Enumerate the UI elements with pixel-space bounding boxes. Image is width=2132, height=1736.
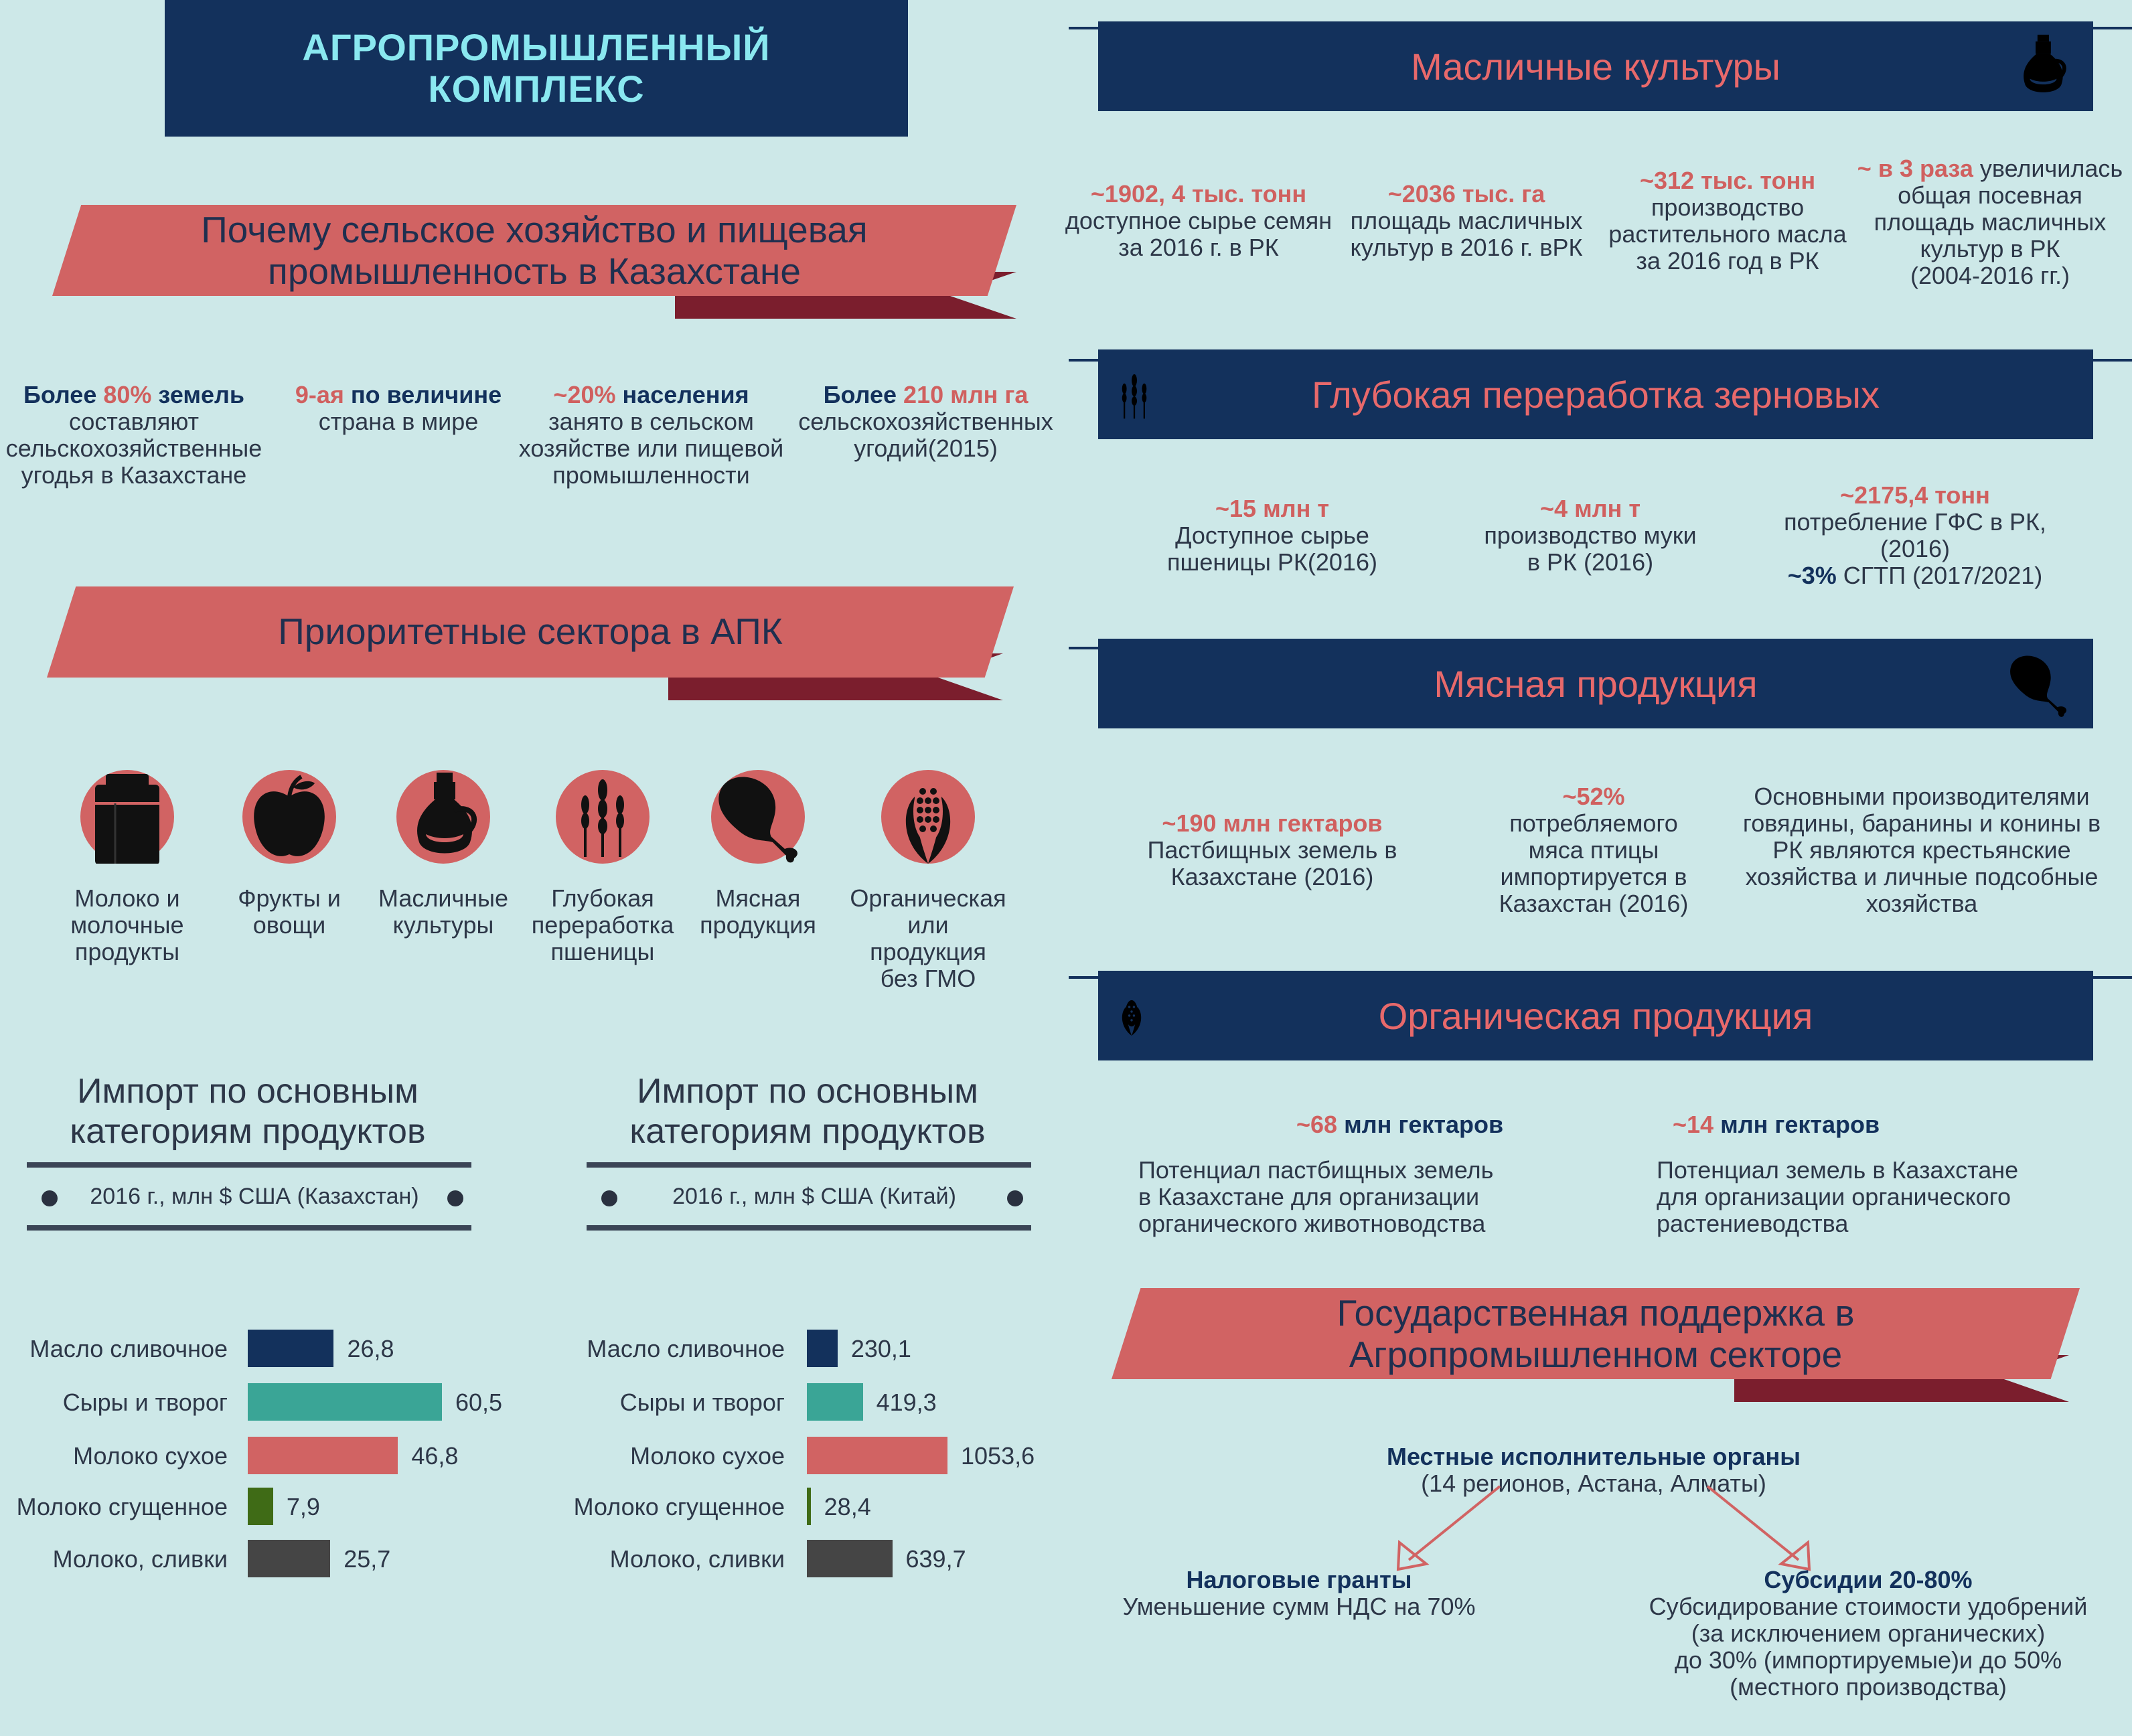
milk-can-icon — [95, 774, 159, 864]
priority-ribbon: Приоритетные сектора в АПК — [47, 586, 1014, 700]
bar-value-label: 26,8 — [347, 1335, 394, 1362]
oil-bar: Масличные культуры — [1098, 21, 2093, 111]
main-title: АГРОПРОМЫШЛЕННЫЙ КОМПЛЕКС — [165, 0, 908, 137]
sector-meat: Мясная продукция — [678, 770, 838, 939]
bar — [807, 1540, 893, 1577]
bar-value-label: 639,7 — [905, 1545, 966, 1573]
bar-category-label: Молоко, сливки — [609, 1545, 785, 1573]
import-chart-kz-rule-top — [27, 1162, 471, 1168]
bar — [807, 1330, 838, 1367]
sector-oilseeds: Масличные культуры — [363, 770, 524, 939]
bullet-dot — [1007, 1190, 1023, 1206]
oil-stat-raw: ~1902, 4 тыс. тонн доступное сырье семян з… — [1065, 180, 1332, 261]
bar-value-label: 60,5 — [455, 1389, 503, 1416]
main-title-line-1: АГРОПРОМЫШЛЕННЫЙ — [302, 26, 771, 68]
import-chart-kz-subtitle: 2016 г., млн $ США (Казахстан) — [90, 1184, 419, 1209]
bar-category-label: Молоко сгущенное — [573, 1493, 785, 1520]
grain-stat-gfs: ~2175,4 тонн потребление ГФС в РК, (2016) … — [1784, 481, 2046, 589]
bar — [248, 1383, 442, 1421]
bar-value-label: 419,3 — [876, 1389, 937, 1416]
bar-value-label: 230,1 — [850, 1335, 911, 1362]
grain-stat-flour: ~4 млн т производство муки в РК (2016) — [1484, 495, 1697, 576]
bar — [807, 1383, 863, 1421]
bar-category-label: Молоко сухое — [73, 1442, 228, 1470]
wheat-icon — [1122, 374, 1147, 419]
main-title-line-2: КОМПЛЕКС — [428, 68, 645, 110]
why-stat-hectares: Более 210 млн га сельскохозяйственных уго… — [798, 381, 1053, 462]
bullet-dot — [447, 1190, 463, 1206]
drumstick-icon — [2010, 655, 2067, 717]
bar-category-label: Сыры и творог — [619, 1389, 785, 1416]
bullet-dot — [601, 1190, 617, 1206]
bar — [248, 1330, 334, 1367]
support-title-line-2: Агропромышленном секторе — [1349, 1334, 1843, 1375]
arrow-right-icon — [1706, 1485, 1811, 1571]
why-title-line-2: промышленность в Казахстане — [268, 250, 801, 292]
bar — [248, 1437, 398, 1474]
sector-wheat: Глубокая переработка пшеницы — [522, 770, 683, 965]
apple-icon — [254, 775, 325, 856]
import-chart-cn-subtitle: 2016 г., млн $ США (Китай) — [672, 1184, 956, 1209]
bar-category-label: Молоко сгущенное — [16, 1493, 228, 1520]
meat-stat-producers: Основными производителями говядины, баран… — [1742, 783, 2101, 917]
import-chart-cn-title: Импорт по основным категориям продуктов — [629, 1072, 986, 1151]
bar — [248, 1488, 273, 1525]
meat-title: Мясная продукция — [1434, 662, 1758, 705]
organic-stat-pasture: ~68 млн гектаров Потенциал пастбищных зе… — [1138, 1111, 1504, 1237]
bar-category-label: Масло сливочное — [587, 1335, 785, 1362]
bar — [807, 1488, 811, 1525]
bar-value-label: 46,8 — [411, 1442, 459, 1470]
organic-bar: Органическая продукция — [1098, 971, 2093, 1060]
bar-value-label: 25,7 — [344, 1545, 391, 1573]
import-chart-kz-rule-bottom — [27, 1225, 471, 1231]
priority-title: Приоритетные сектора в АПК — [278, 611, 783, 652]
support-top: Местные исполнительные органы (14 регион… — [1386, 1443, 1801, 1497]
meat-stat-pasture: ~190 млн гектаров Пастбищных земель в Каза… — [1147, 809, 1397, 890]
sector-fruits: Фрукты и овощи — [209, 770, 370, 939]
why-stat-rank: 9-ая по величине страна в мире — [295, 381, 502, 435]
bar-value-label: 1053,6 — [961, 1442, 1035, 1470]
oil-jug-icon — [417, 773, 477, 854]
support-ribbon: Государственная поддержка в Агропромышле… — [1112, 1288, 2080, 1402]
why-ribbon: Почему сельское хозяйство и пищевая пром… — [52, 205, 1016, 319]
why-stat-land: Более 80% земель составляют сельскохозяйс… — [5, 381, 262, 489]
oil-jug-icon — [2024, 34, 2066, 92]
bar-category-label: Масло сливочное — [29, 1335, 228, 1362]
support-left: Налоговые гранты Уменьшение сумм НДС на … — [1122, 1566, 1476, 1620]
import-chart-cn-rule-top — [587, 1162, 1031, 1168]
drumstick-icon — [718, 777, 797, 863]
support-title-line-1: Государственная поддержка в — [1337, 1292, 1855, 1334]
sector-milk: Молоко и молочные продукты — [47, 770, 208, 965]
bar-value-label: 7,9 — [286, 1493, 320, 1520]
why-title-line-1: Почему сельское хозяйство и пищевая — [201, 209, 868, 250]
grain-bar: Глубокая переработка зерновых — [1098, 349, 2093, 439]
bullet-dot — [42, 1190, 58, 1206]
organic-stat-crops: ~14 млн гектаров Потенциал земель в Каза… — [1657, 1111, 2019, 1237]
bar-category-label: Молоко, сливки — [52, 1545, 228, 1573]
grain-stat-wheat: ~15 млн т Доступное сырье пшеницы РК(2016) — [1167, 495, 1377, 576]
oil-stat-production: ~312 тыс. тонн производство растительного … — [1608, 167, 1847, 274]
meat-bar: Мясная продукция — [1098, 639, 2093, 728]
import-chart-kz-title: Импорт по основным категориям продуктов — [70, 1072, 426, 1151]
bar-value-label: 28,4 — [824, 1493, 871, 1520]
bar-category-label: Сыры и творог — [62, 1389, 228, 1416]
grain-title: Глубокая переработка зерновых — [1312, 373, 1880, 416]
corn-icon — [1122, 1000, 1142, 1036]
wheat-icon — [581, 779, 624, 857]
bar — [248, 1540, 331, 1577]
oil-title: Масличные культуры — [1411, 45, 1780, 88]
bar — [807, 1437, 947, 1474]
support-right: Субсидии 20-80% Субсидирование стоимости… — [1649, 1566, 2088, 1701]
arrow-left-icon — [1396, 1485, 1501, 1571]
corn-icon — [905, 781, 951, 864]
sector-organic: Органическая или продукция без ГМО — [848, 770, 1008, 992]
oil-stat-growth: ~ в 3 раза увеличилась общая посевная пло… — [1857, 155, 2123, 289]
why-stat-population: ~20% населения занято в сельском хозяйств… — [518, 381, 784, 489]
meat-stat-poultry: ~52% потребляемого мяса птицы импортируется… — [1499, 783, 1689, 917]
organic-title: Органическая продукция — [1378, 994, 1813, 1037]
import-chart-cn-rule-bottom — [587, 1225, 1031, 1231]
oil-stat-area: ~2036 тыс. га площадь масличных культур в … — [1350, 180, 1583, 261]
bar-category-label: Молоко сухое — [630, 1442, 785, 1470]
